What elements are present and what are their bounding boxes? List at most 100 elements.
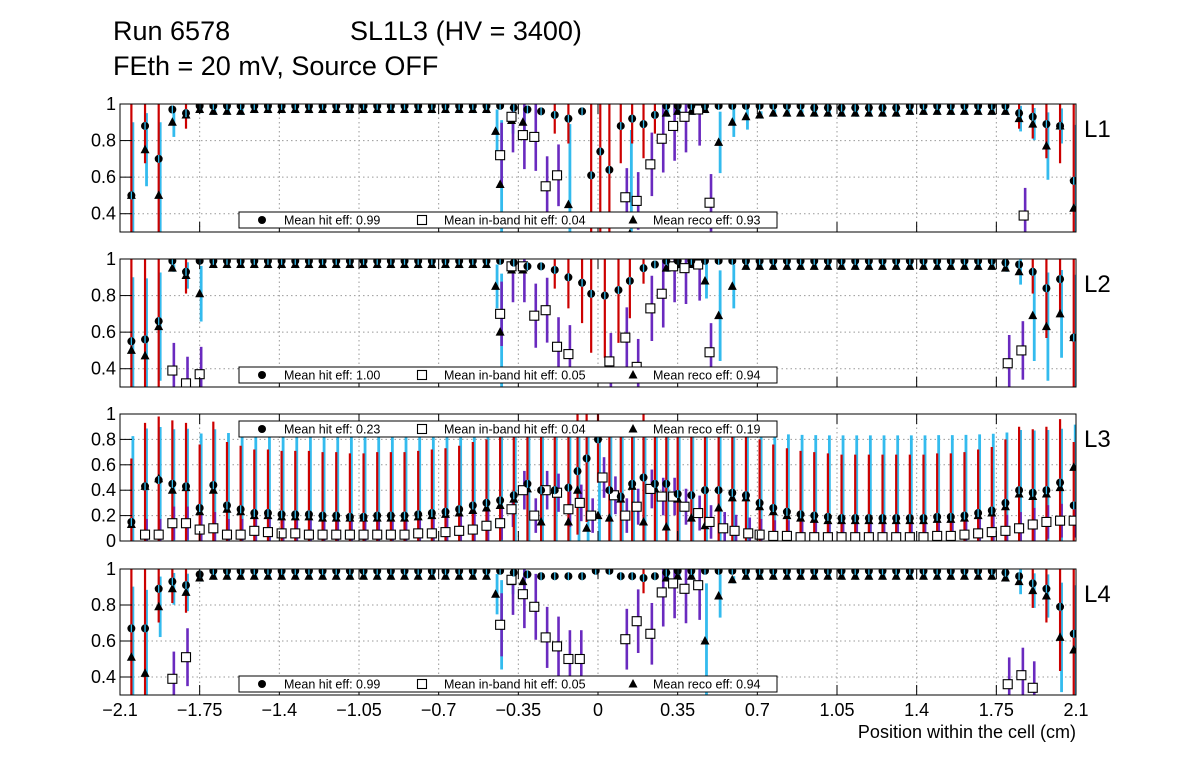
inband-eff-point <box>822 532 833 541</box>
reco-eff-point <box>796 108 806 117</box>
reco-eff-point <box>536 516 546 526</box>
inband-eff-point <box>529 131 540 142</box>
inband-eff-point <box>529 310 540 321</box>
reco-eff-point <box>809 571 819 580</box>
panel-l2: 0.4 0.6 0.8 1 Mean hit eff: 1.00 Mean in-band… <box>91 249 1111 388</box>
reco-eff-point <box>768 571 778 580</box>
inband-eff-point <box>1018 210 1029 221</box>
inband-eff-point <box>399 529 410 540</box>
reco-eff-point <box>263 571 273 580</box>
reco-eff-point <box>727 574 737 584</box>
superlayer-label: SL1L3 (HV = 3400) <box>350 16 582 46</box>
legend-marker-triangle <box>628 370 638 379</box>
inband-eff-point <box>540 632 551 643</box>
reco-eff-point <box>290 571 300 580</box>
inband-eff-point <box>303 529 314 540</box>
hit-eff-point <box>1069 176 1076 185</box>
reco-eff-point <box>563 199 573 209</box>
reco-eff-point <box>468 571 478 580</box>
panel-label: L3 <box>1084 426 1111 453</box>
legend-entry: Mean in-band hit eff: 0.04 <box>444 423 586 437</box>
reco-eff-point <box>932 571 942 580</box>
reco-eff-point <box>946 261 956 270</box>
y-tick-label: 0.8 <box>91 429 116 449</box>
inband-eff-point <box>506 111 517 122</box>
legend-entry: Mean reco eff: 0.94 <box>653 369 761 383</box>
reco-eff-point <box>481 571 491 580</box>
y-tick-label: 0.6 <box>91 322 116 342</box>
y-tick-label: 0.8 <box>91 595 116 615</box>
reco-eff-point <box>1000 263 1010 272</box>
reco-eff-point <box>167 583 177 593</box>
inband-eff-point <box>235 529 246 540</box>
reco-eff-point <box>946 106 956 115</box>
reco-eff-point <box>222 571 232 580</box>
x-axis-label: Position within the cell (cm) <box>858 722 1076 742</box>
inband-eff-point <box>540 305 551 316</box>
reco-eff-point <box>604 513 614 522</box>
inband-eff-point <box>249 525 260 536</box>
reco-eff-point <box>1028 119 1038 128</box>
reco-eff-point <box>987 261 997 270</box>
reco-eff-point <box>905 571 915 580</box>
inband-eff-point <box>529 601 540 612</box>
reco-eff-point <box>768 261 778 270</box>
reco-eff-point <box>126 345 136 354</box>
legend-entry: Mean reco eff: 0.19 <box>653 423 761 437</box>
reco-eff-point <box>796 571 806 580</box>
legend-marker-circle <box>258 425 266 433</box>
legend: Mean hit eff: 0.99 Mean in-band hit eff: … <box>238 211 778 229</box>
legend-entry: Mean hit eff: 0.99 <box>284 214 380 228</box>
inband-eff-point <box>693 104 704 115</box>
reco-eff-point <box>959 106 969 115</box>
inband-eff-point <box>795 532 806 541</box>
reco-eff-point <box>796 261 806 270</box>
inband-eff-point <box>891 532 902 541</box>
inband-eff-point <box>945 530 956 541</box>
reco-eff-point <box>249 571 259 580</box>
reco-eff-point <box>1041 321 1051 331</box>
y-tick-label: 0.6 <box>91 631 116 651</box>
inband-eff-point <box>693 508 704 519</box>
panel-l1: 0.4 0.6 0.8 1 Mean hit eff: 0.99 Mean in-band… <box>91 94 1111 233</box>
inband-eff-point <box>645 628 656 639</box>
reco-eff-point <box>1055 482 1065 492</box>
reco-eff-point <box>946 571 956 580</box>
inband-eff-point <box>454 525 465 536</box>
x-tick-label: 0 <box>593 700 603 720</box>
x-tick-label: −1.4 <box>262 700 298 720</box>
inband-eff-point <box>932 530 943 541</box>
panel-label: L2 <box>1084 271 1111 298</box>
legend-marker-triangle <box>628 424 638 433</box>
inband-eff-point <box>551 170 563 181</box>
inband-eff-point <box>506 574 517 585</box>
reco-eff-point <box>891 108 901 117</box>
inband-eff-point <box>768 530 779 541</box>
legend-marker-circle <box>258 216 266 224</box>
legend-marker-square <box>416 423 428 435</box>
reco-eff-point <box>700 275 710 285</box>
inband-eff-point <box>180 378 192 387</box>
reco-eff-point <box>864 571 874 580</box>
inband-eff-point <box>904 532 915 541</box>
reco-eff-point <box>864 108 874 117</box>
reco-eff-point <box>1069 203 1076 212</box>
inband-eff-point <box>167 673 178 684</box>
legend-entry: Mean in-band hit eff: 0.04 <box>444 214 586 228</box>
reco-eff-point <box>563 516 573 526</box>
inband-eff-point <box>631 501 642 512</box>
reco-eff-point <box>181 587 191 596</box>
inband-eff-point <box>1055 515 1066 526</box>
reco-eff-point <box>1028 585 1038 595</box>
y-tick-label: 1 <box>106 249 116 269</box>
inband-eff-point <box>331 529 342 540</box>
inband-eff-point <box>167 365 178 376</box>
inband-eff-point <box>863 532 874 541</box>
inband-eff-point <box>517 130 528 141</box>
markers <box>126 435 1076 541</box>
reco-eff-point <box>714 502 724 512</box>
inband-eff-point <box>668 578 679 589</box>
reco-eff-point <box>167 117 177 126</box>
y-tick-label: 0.4 <box>91 204 116 224</box>
